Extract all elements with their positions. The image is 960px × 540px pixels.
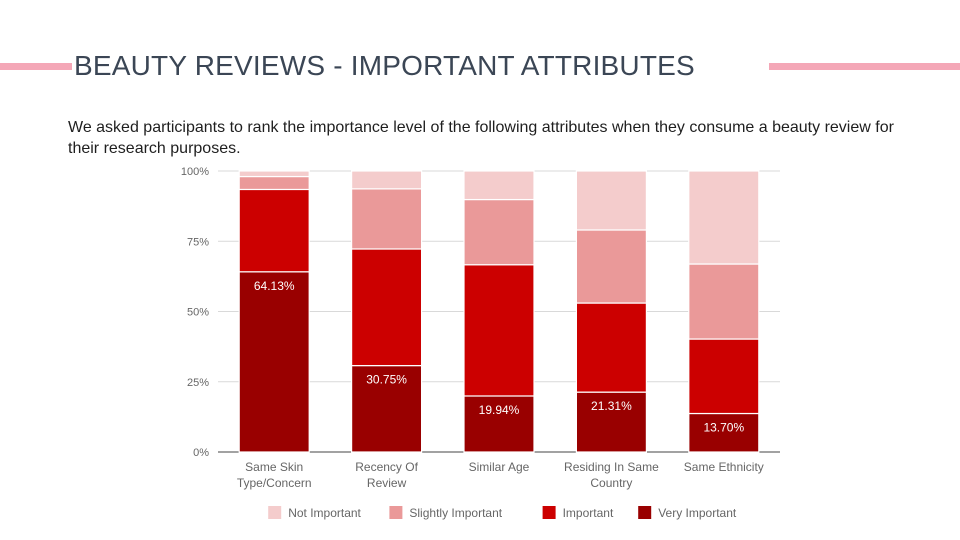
x-tick-label-line: Country <box>590 476 632 490</box>
x-tick-label-line: Review <box>367 476 407 490</box>
legend-swatch <box>268 506 282 519</box>
bar-segment-slightly-important <box>575 229 648 304</box>
x-tick-label: Same Ethnicity <box>684 460 764 474</box>
bar-segment-slightly-important <box>351 188 423 250</box>
legend-label: Very Important <box>658 506 737 520</box>
data-label: 13.70% <box>703 421 744 435</box>
bar-segment-not-important <box>688 170 760 265</box>
slide-title: BEAUTY REVIEWS - IMPORTANT ATTRIBUTES <box>74 50 695 81</box>
bar-segment-very-important <box>351 364 423 453</box>
bar-segment-important <box>688 338 760 415</box>
legend-label: Not Important <box>288 506 361 520</box>
data-label: 64.13% <box>254 279 295 293</box>
bar-segment-very-important <box>575 391 648 453</box>
x-tick-label: Similar Age <box>469 460 530 474</box>
chart-legend: Not Important Slightly Important Important… <box>268 506 737 520</box>
x-tick-label: Recency Of Review <box>355 460 418 490</box>
data-label: 19.94% <box>479 403 520 417</box>
slide-subtitle: We asked participants to rank the import… <box>68 119 894 157</box>
bar-segment-not-important <box>351 170 423 190</box>
bar-segment-very-important <box>688 412 760 453</box>
legend-swatch <box>542 506 556 519</box>
y-tick-label: 50% <box>187 307 209 319</box>
data-label: 21.31% <box>591 399 632 413</box>
bar-segment-not-important <box>463 170 535 201</box>
x-tick-label-line: Similar Age <box>469 460 530 474</box>
bar-segment-important <box>351 248 423 367</box>
x-tick-label-line: Residing In Same <box>564 460 659 474</box>
data-label: 30.75% <box>366 373 407 387</box>
x-tick-label-line: Same Skin <box>245 460 303 474</box>
bar-segment-important <box>463 264 535 397</box>
bar-segment-slightly-important <box>238 175 310 191</box>
title-accent-line-left <box>0 63 72 70</box>
chart-bars <box>238 170 760 453</box>
bar-segment-not-important <box>575 170 648 231</box>
x-tick-label: Same Skin Type/Concern <box>237 460 312 490</box>
y-tick-label: 75% <box>187 236 209 248</box>
bar-segment-not-important <box>238 170 310 178</box>
y-axis-tick-labels: 0% 25% 50% 75% 100% <box>181 166 209 459</box>
y-tick-label: 25% <box>187 377 209 389</box>
chart-data-labels: 64.13% 30.75% 19.94% 21.31% 13.70% <box>254 279 745 435</box>
x-tick-label-line: Same Ethnicity <box>684 460 764 474</box>
legend-label: Important <box>563 506 614 520</box>
x-tick-label: Residing In Same Country <box>564 460 659 490</box>
legend-swatch <box>389 506 403 519</box>
bar-segment-slightly-important <box>688 263 760 340</box>
legend-swatch <box>638 506 652 519</box>
x-tick-label-line: Recency Of <box>355 460 418 474</box>
legend-label: Slightly Important <box>409 506 502 520</box>
bar-segment-important <box>575 302 648 393</box>
x-axis-category-labels: Same Skin Type/Concern Recency Of Review Sim… <box>237 460 764 490</box>
bar-segment-slightly-important <box>463 198 535 266</box>
y-tick-label: 100% <box>181 166 209 178</box>
title-accent-line-right <box>769 63 960 70</box>
x-tick-label-line: Type/Concern <box>237 476 312 490</box>
bar-segment-important <box>238 188 310 273</box>
y-tick-label: 0% <box>193 447 209 459</box>
bar-segment-very-important <box>238 271 310 453</box>
